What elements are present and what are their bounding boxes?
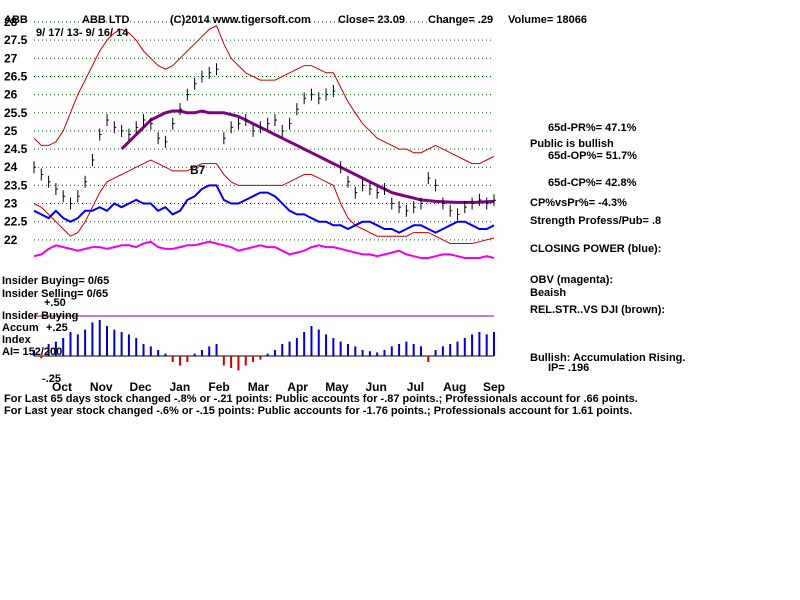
- month-label: Jul: [407, 380, 424, 394]
- month-label: Apr: [287, 380, 308, 394]
- obv-label: OBV (magenta):: [530, 274, 614, 286]
- ai-value: AI= 152/200: [2, 346, 63, 358]
- volume-value: Volume= 18066: [508, 14, 587, 26]
- lower-band-line: [33, 159, 495, 244]
- copyright-label: (C)2014 www.tigersoft.com: [170, 14, 311, 26]
- insider-buying-label: Insider Buying: [2, 310, 79, 322]
- accum-tick-minus25: -.25: [42, 373, 61, 385]
- footer-65-days: For Last 65 days stock changed -.8% or -…: [4, 393, 638, 405]
- ip-value: IP= .196: [548, 362, 590, 374]
- obv-line: [33, 240, 495, 259]
- y-tick-label: 26: [4, 88, 18, 102]
- accum-tick-plus50: +.50: [44, 297, 66, 309]
- accumulation-status: Bullish: Accumulation Rising.: [530, 352, 686, 364]
- change-value: Change= .29: [428, 14, 494, 26]
- y-tick-label: 22.5: [4, 215, 28, 229]
- accum-label: Accum: [2, 322, 39, 334]
- month-label: Dec: [130, 380, 152, 394]
- insider-buying-count: Insider Buying= 0/65: [2, 275, 110, 287]
- signal-label: B7: [190, 163, 206, 177]
- moving-average-line: [120, 109, 495, 204]
- public-status: Public is bullish: [530, 138, 614, 150]
- month-label: Jun: [366, 380, 387, 394]
- cpvspr-value: CP%vsPr%= -4.3%: [530, 197, 627, 209]
- closing-power-line: [33, 184, 495, 234]
- insider-selling-count: Insider Selling= 0/65: [2, 288, 109, 300]
- month-label: Sep: [483, 380, 505, 394]
- accum-tick-plus25: +.25: [46, 322, 68, 334]
- obv-status: Beaish: [530, 287, 567, 299]
- y-tick-label: 23: [4, 197, 18, 211]
- month-label: Feb: [208, 380, 229, 394]
- upper-band-line: [33, 24, 495, 165]
- y-tick-label: 24: [4, 160, 18, 174]
- cp-value: 65d-CP%= 42.8%: [548, 177, 637, 189]
- relstr-label: REL.STR..VS DJI (brown):: [530, 304, 666, 316]
- stock-name: ABB LTD: [82, 14, 130, 26]
- y-tick-label: 22: [4, 233, 18, 247]
- ticker-label: ABB: [4, 14, 28, 26]
- strength-value: Strength Profess/Pub= .8: [530, 215, 662, 227]
- close-value: Close= 23.09: [338, 14, 405, 26]
- footer-last-year: For Last year stock changed -.6% or -.15…: [4, 405, 633, 417]
- month-label: Jan: [169, 380, 190, 394]
- pr-value: 65d-PR%= 47.1%: [548, 122, 637, 134]
- y-tick-label: 25: [4, 124, 18, 138]
- index-label: Index: [2, 334, 31, 346]
- y-tick-label: 27.5: [4, 33, 28, 47]
- month-label: Aug: [443, 380, 466, 394]
- y-tick-label: 28: [4, 15, 18, 29]
- y-tick-label: 23.5: [4, 178, 28, 192]
- date-range: 9/ 17/ 13- 9/ 16/ 14: [36, 27, 129, 39]
- month-label: Mar: [248, 380, 270, 394]
- closing-power-label: CLOSING POWER (blue):: [530, 243, 662, 255]
- y-tick-label: 25.5: [4, 106, 28, 120]
- y-tick-label: 27: [4, 51, 18, 65]
- month-label: Oct: [52, 380, 72, 394]
- y-tick-label: 24.5: [4, 142, 28, 156]
- op-value: 65d-OP%= 51.7%: [548, 150, 637, 162]
- y-tick-label: 26.5: [4, 69, 28, 83]
- month-label: May: [325, 380, 349, 394]
- month-label: Nov: [90, 380, 113, 394]
